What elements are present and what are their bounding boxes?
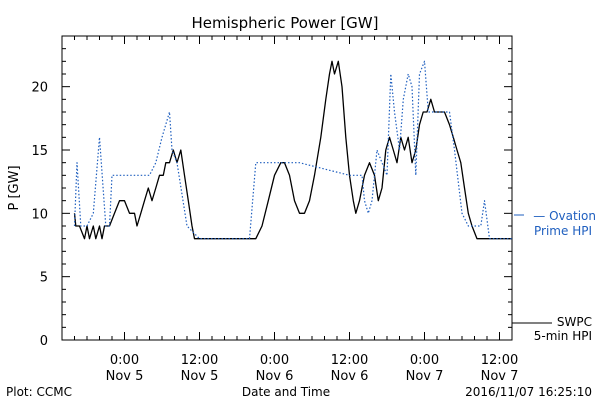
swpc-label-line2: 5-min HPI xyxy=(534,329,592,343)
chart-title: Hemispheric Power [GW] xyxy=(192,14,379,32)
x-tick-label-date: Nov 7 xyxy=(406,369,444,384)
swpc-label-line1: SWPC xyxy=(557,315,592,329)
x-axis-label: Date and Time xyxy=(242,385,330,399)
x-tick-label-date: Nov 7 xyxy=(481,369,519,384)
ovation-prime-hpi-line xyxy=(73,60,512,240)
x-tick-label-time: 0:00 xyxy=(260,353,289,368)
y-axis: 0 5 10 15 20 xyxy=(31,35,512,349)
x-tick-label-time: 12:00 xyxy=(331,353,368,368)
x-tick-label-date: Nov 5 xyxy=(181,369,219,384)
plot-credit: Plot: CCMC xyxy=(6,385,72,399)
y-tick-label: 10 xyxy=(31,207,48,222)
y-tick-label: 20 xyxy=(31,81,48,96)
x-tick-label-time: 12:00 xyxy=(181,353,218,368)
y-tick-label: 15 xyxy=(31,144,48,159)
series-layer xyxy=(73,60,512,240)
x-tick-label-time: 0:00 xyxy=(110,353,139,368)
x-tick-label-date: Nov 5 xyxy=(106,369,144,384)
x-tick-label-time: 12:00 xyxy=(481,353,518,368)
y-tick-label: 0 xyxy=(40,334,48,349)
ovation-label-line1: — Ovation xyxy=(533,209,596,223)
plot-frame xyxy=(61,35,513,341)
swpc-hpi-line xyxy=(73,60,512,240)
x-tick-label-time: 0:00 xyxy=(410,353,439,368)
plot-timestamp: 2016/11/07 16:25:10 xyxy=(465,385,592,399)
y-axis-label: P [GW] xyxy=(7,165,22,210)
y-tick-label: 5 xyxy=(40,271,48,286)
x-tick-label-date: Nov 6 xyxy=(331,369,369,384)
ovation-label-line2: Prime HPI xyxy=(534,224,592,238)
x-tick-label-date: Nov 6 xyxy=(256,369,294,384)
